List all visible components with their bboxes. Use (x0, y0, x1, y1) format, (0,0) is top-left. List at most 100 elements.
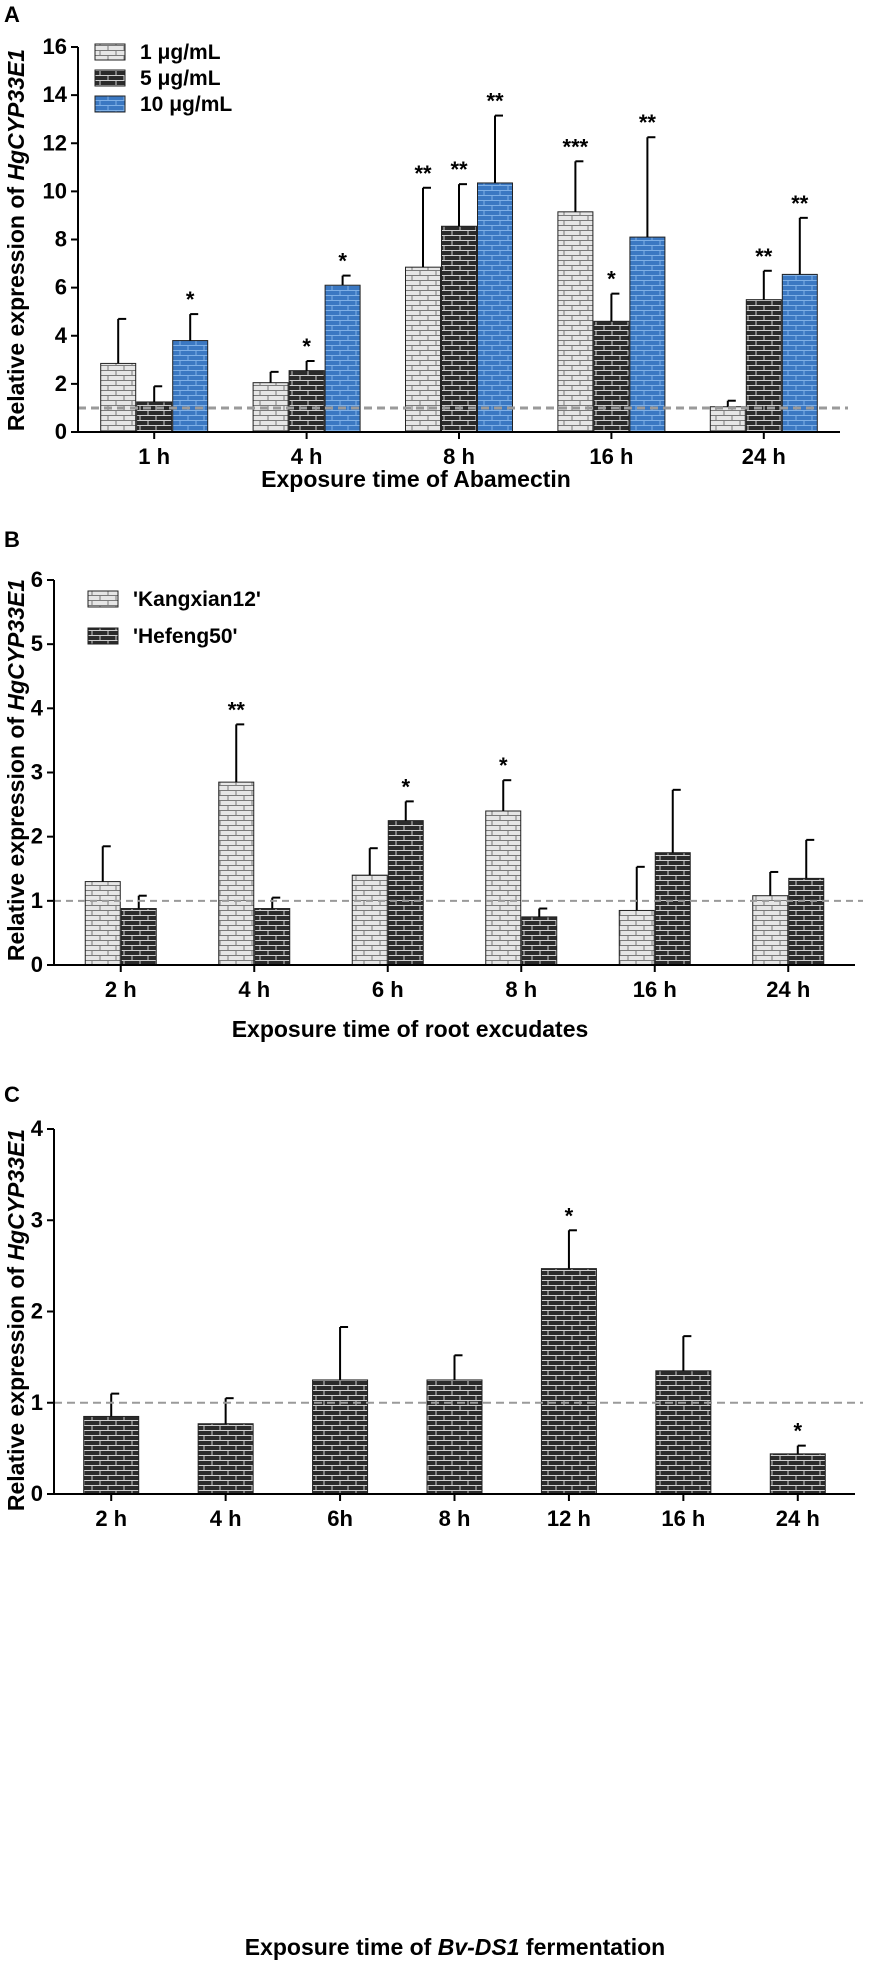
significance-label: * (401, 774, 410, 799)
panel-a: A Relative expression of HgCYP33E1 Expos… (0, 0, 886, 500)
x-tick-label: 16 h (633, 977, 677, 1002)
y-tick-label: 2 (31, 1299, 43, 1324)
y-tick-label: 4 (31, 1116, 44, 1141)
x-tick-label: 16 h (589, 444, 633, 469)
y-tick-label: 8 (55, 227, 67, 252)
y-tick-label: 4 (31, 695, 44, 720)
x-axis-label-b: Exposure time of root excudates (232, 1016, 589, 1042)
bar (557, 211, 594, 433)
x-tick-label: 24 h (766, 977, 810, 1002)
significance-label: * (186, 287, 195, 312)
legend-label: 'Hefeng50' (133, 625, 238, 648)
chart-a: A Relative expression of HgCYP33E1 Expos… (3, 2, 848, 492)
bar (477, 182, 513, 433)
bar (312, 1379, 369, 1495)
bar (426, 1379, 483, 1495)
x-axis-label-c: Exposure time of Bv-DS1 fermentation (245, 1934, 665, 1960)
significance-label: ** (486, 89, 504, 114)
bar (521, 916, 558, 966)
y-tick-label: 1 (31, 888, 43, 913)
y-tick-label: 0 (55, 419, 67, 444)
bar (441, 225, 477, 433)
bar (752, 895, 789, 966)
bar (288, 370, 325, 433)
legend-swatch (87, 627, 119, 645)
y-tick-label: 10 (43, 178, 67, 203)
panel-label-b: B (4, 527, 20, 552)
x-tick-label: 8 h (443, 444, 475, 469)
x-tick-label: 8 h (505, 977, 537, 1002)
bar (540, 1268, 597, 1495)
bar (485, 810, 522, 966)
y-tick-label: 2 (31, 824, 43, 849)
bar (745, 299, 782, 433)
bar (172, 340, 209, 433)
x-tick-label: 2 h (105, 977, 137, 1002)
significance-label: ** (755, 244, 773, 269)
y-tick-label: 1 (31, 1390, 43, 1415)
y-tick-label: 6 (55, 275, 67, 300)
bar (351, 874, 388, 966)
bar (655, 1370, 712, 1495)
significance-label: * (302, 334, 311, 359)
x-tick-label: 4 h (291, 444, 323, 469)
bar (83, 1415, 140, 1495)
significance-label: ** (228, 697, 246, 722)
bar (324, 284, 361, 433)
bar (100, 362, 137, 433)
legend-swatch (94, 69, 126, 87)
panel-label-c: C (4, 1082, 20, 1107)
bar (84, 881, 121, 966)
x-tick-label: 8 h (439, 1506, 471, 1531)
legend-label: 10 μg/mL (140, 93, 232, 116)
y-tick-label: 4 (55, 323, 68, 348)
bar (254, 908, 291, 966)
y-tick-label: 5 (31, 631, 43, 656)
y-tick-label: 6 (31, 567, 43, 592)
x-tick-label: 4 h (238, 977, 270, 1002)
x-tick-label: 24 h (742, 444, 786, 469)
bar (387, 820, 424, 966)
chart-b: B Relative expression of HgCYP33E1 Expos… (3, 527, 863, 1042)
legend-swatch (94, 95, 126, 113)
significance-label: * (338, 249, 347, 274)
y-tick-label: 3 (31, 1207, 43, 1232)
significance-label: * (565, 1203, 574, 1228)
y-axis-label-b: Relative expression of HgCYP33E1 (3, 579, 29, 961)
y-axis-label-a: Relative expression of HgCYP33E1 (3, 49, 29, 431)
bar (709, 406, 746, 433)
significance-label: *** (563, 134, 589, 159)
bar (136, 401, 173, 433)
significance-label: * (794, 1419, 803, 1444)
bar (654, 852, 691, 966)
significance-label: ** (414, 161, 432, 186)
y-axis-label-c: Relative expression of HgCYP33E1 (3, 1129, 29, 1511)
significance-label: * (499, 753, 508, 778)
y-tick-label: 14 (43, 82, 68, 107)
x-tick-label: 4 h (210, 1506, 242, 1531)
bar (120, 908, 157, 966)
y-tick-label: 2 (55, 371, 67, 396)
x-tick-label: 16 h (661, 1506, 705, 1531)
bar (769, 1453, 826, 1495)
bar (629, 236, 666, 433)
significance-label: ** (791, 191, 809, 216)
legend-swatch (87, 590, 119, 608)
bar (252, 382, 289, 433)
x-tick-label: 1 h (138, 444, 170, 469)
bar (218, 781, 255, 966)
y-tick-label: 16 (43, 34, 67, 59)
x-tick-label: 6h (327, 1506, 353, 1531)
x-tick-label: 12 h (547, 1506, 591, 1531)
panel-label-a: A (4, 2, 20, 27)
significance-label: ** (450, 157, 468, 182)
bar (618, 909, 655, 966)
significance-label: ** (639, 110, 657, 135)
x-tick-label: 24 h (776, 1506, 820, 1531)
panel-c: C Relative expression of HgCYP33E1 Expos… (0, 1080, 886, 1967)
bar (788, 877, 825, 966)
y-tick-label: 3 (31, 760, 43, 785)
legend-swatch (94, 43, 126, 61)
legend-label: 1 μg/mL (140, 41, 221, 64)
x-axis-label-a: Exposure time of Abamectin (261, 466, 571, 492)
